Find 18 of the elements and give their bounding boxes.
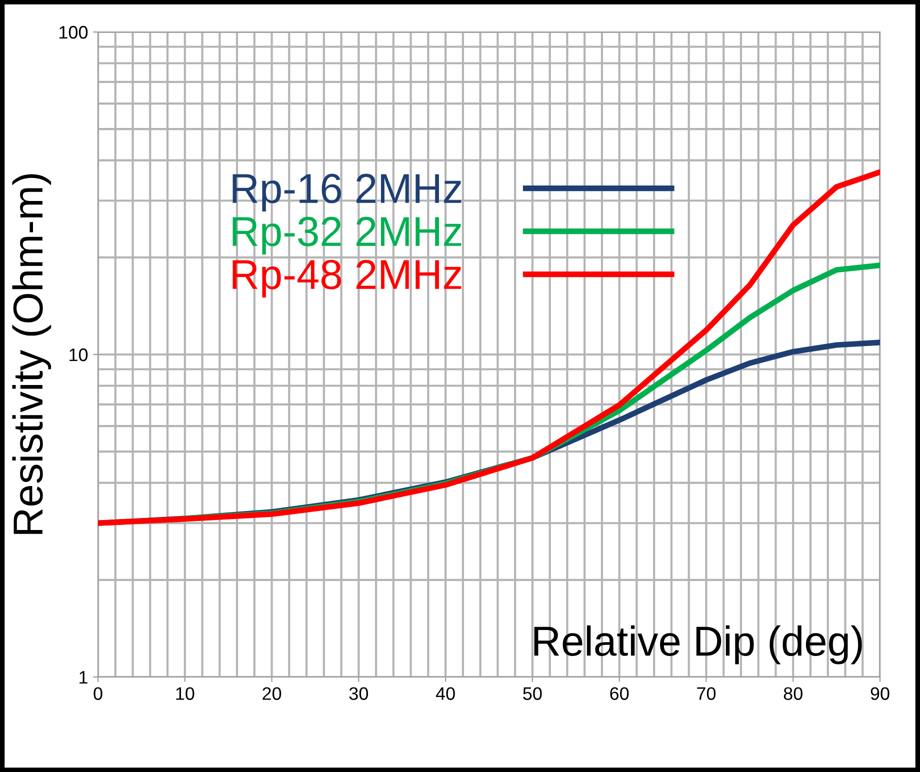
legend-label: Rp-32 2MHz — [232, 216, 462, 255]
x-tick-label: 90 — [870, 687, 890, 700]
x-tick-label: 80 — [784, 687, 802, 700]
y-tick-label: 100 — [60, 26, 88, 39]
x-tick-label: 30 — [349, 687, 368, 700]
x-tick-label: 20 — [262, 687, 282, 700]
x-tick-label: 10 — [176, 687, 194, 700]
y-tick-label: 10 — [70, 348, 88, 362]
y-tick-label: 1 — [80, 671, 88, 684]
legend-label: Rp-48 2MHz — [232, 260, 462, 298]
x-tick-label: 0 — [94, 687, 102, 700]
y-axis-title: Resistivity (Ohm-m) — [12, 174, 52, 534]
x-tick-label: 40 — [436, 687, 455, 700]
x-tick-label: 60 — [610, 687, 629, 700]
x-tick-label: 50 — [523, 687, 542, 700]
x-axis-title: Relative Dip (deg) — [534, 625, 862, 664]
x-tick-label: 70 — [697, 687, 716, 700]
legend-label: Rp-16 2MHz — [232, 174, 462, 212]
